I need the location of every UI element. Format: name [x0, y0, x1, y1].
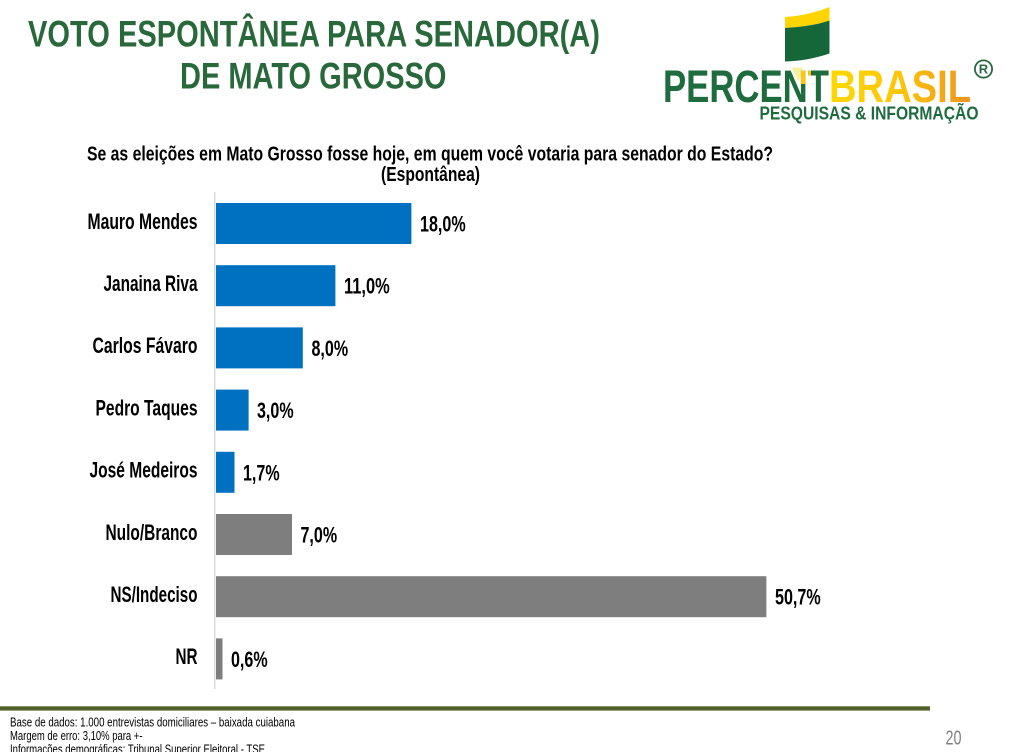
svg-text:DE MATO GROSSO: DE MATO GROSSO	[180, 55, 447, 97]
svg-text:VOTO ESPONTÂNEA PARA SENADOR(A: VOTO ESPONTÂNEA PARA SENADOR(A)	[28, 13, 600, 55]
svg-text:7,0%: 7,0%	[301, 523, 338, 548]
svg-text:1,7%: 1,7%	[243, 460, 280, 485]
svg-text:3,0%: 3,0%	[257, 398, 294, 423]
svg-text:PESQUISAS & INFORMAÇÃO: PESQUISAS & INFORMAÇÃO	[760, 103, 979, 124]
svg-text:Nulo/Branco: Nulo/Branco	[106, 520, 198, 545]
svg-text:0,6%: 0,6%	[231, 647, 268, 672]
svg-text:PERCENT: PERCENT	[663, 61, 829, 112]
svg-text:Janaina Riva: Janaina Riva	[104, 271, 199, 296]
svg-text:Se as eleições em Mato Grosso: Se as eleições em Mato Grosso fosse hoje…	[87, 144, 773, 166]
svg-text:Mauro Mendes: Mauro Mendes	[88, 209, 198, 234]
svg-text:20: 20	[946, 727, 962, 749]
svg-text:NS/Indeciso: NS/Indeciso	[111, 582, 198, 607]
svg-text:José Medeiros: José Medeiros	[90, 458, 198, 483]
svg-text:R: R	[979, 62, 989, 77]
svg-text:NR: NR	[176, 644, 198, 669]
svg-text:PERCENT: PERCENT	[663, 61, 829, 112]
svg-text:Informações demográficas: Trib: Informações demográficas: Tribunal Super…	[10, 743, 265, 752]
svg-text:11,0%: 11,0%	[344, 274, 390, 299]
svg-text:Base de dados: 1.000 entrevist: Base de dados: 1.000 entrevistas domicil…	[10, 716, 295, 730]
svg-text:18,0%: 18,0%	[420, 212, 466, 237]
svg-text:BRASIL: BRASIL	[829, 61, 971, 112]
svg-text:Carlos Fávaro: Carlos Fávaro	[93, 333, 198, 358]
svg-text:50,7%: 50,7%	[775, 585, 821, 610]
svg-text:Pedro Taques: Pedro Taques	[96, 395, 198, 420]
svg-text:Margem de erro: 3,10% para +-: Margem de erro: 3,10% para +-	[10, 729, 143, 743]
svg-text:(Espontânea): (Espontânea)	[381, 164, 480, 186]
svg-text:8,0%: 8,0%	[312, 336, 349, 361]
